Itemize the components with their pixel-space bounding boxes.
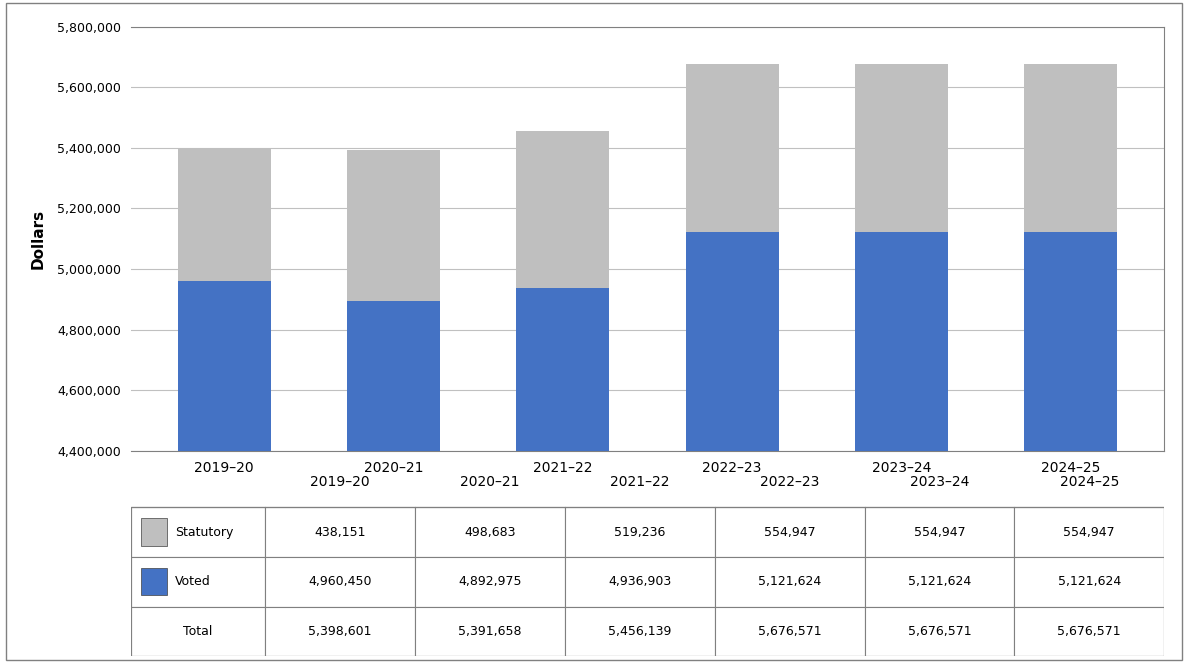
Bar <box>1024 64 1117 232</box>
Bar <box>131 557 265 607</box>
Text: 5,391,658: 5,391,658 <box>459 625 522 638</box>
Text: 2019–20: 2019–20 <box>310 475 369 489</box>
Text: 5,676,571: 5,676,571 <box>1057 625 1121 638</box>
Bar <box>517 288 609 663</box>
Bar <box>265 607 415 656</box>
Text: 519,236: 519,236 <box>614 526 665 538</box>
Bar <box>141 518 166 546</box>
Text: 4,892,975: 4,892,975 <box>459 575 522 588</box>
Bar <box>1024 232 1117 663</box>
Text: Voted: Voted <box>175 575 211 588</box>
Text: Total: Total <box>183 625 213 638</box>
Text: 2020–21: 2020–21 <box>460 475 519 489</box>
Text: 2023–24: 2023–24 <box>910 475 969 489</box>
Bar <box>865 507 1015 557</box>
Bar <box>715 557 865 607</box>
Bar <box>178 281 271 663</box>
Bar <box>347 302 440 663</box>
Bar <box>131 507 265 557</box>
Bar <box>415 607 564 656</box>
Text: 4,960,450: 4,960,450 <box>308 575 372 588</box>
Bar <box>865 607 1015 656</box>
Text: 438,151: 438,151 <box>314 526 366 538</box>
Y-axis label: Dollars: Dollars <box>31 209 46 269</box>
Bar <box>715 607 865 656</box>
Bar <box>1015 507 1164 557</box>
Text: 5,121,624: 5,121,624 <box>908 575 971 588</box>
Text: 5,121,624: 5,121,624 <box>1057 575 1121 588</box>
Bar <box>685 232 778 663</box>
Bar <box>715 507 865 557</box>
Bar <box>517 131 609 288</box>
Text: 4,936,903: 4,936,903 <box>608 575 671 588</box>
Text: 5,398,601: 5,398,601 <box>308 625 372 638</box>
Bar <box>347 151 440 302</box>
Text: 5,121,624: 5,121,624 <box>758 575 821 588</box>
Text: 2021–22: 2021–22 <box>609 475 670 489</box>
Bar <box>685 64 778 232</box>
Text: 498,683: 498,683 <box>465 526 516 538</box>
Text: 5,676,571: 5,676,571 <box>758 625 821 638</box>
Bar <box>1015 607 1164 656</box>
Text: 5,676,571: 5,676,571 <box>908 625 972 638</box>
Bar <box>564 607 715 656</box>
Bar <box>265 507 415 557</box>
Text: 554,947: 554,947 <box>764 526 815 538</box>
Bar <box>415 507 564 557</box>
Text: 554,947: 554,947 <box>914 526 966 538</box>
Text: Statutory: Statutory <box>175 526 234 538</box>
Bar <box>265 557 415 607</box>
Bar <box>178 148 271 281</box>
Text: 5,456,139: 5,456,139 <box>608 625 671 638</box>
Bar <box>564 507 715 557</box>
Text: 2024–25: 2024–25 <box>1060 475 1119 489</box>
Bar <box>131 507 1164 656</box>
Bar <box>415 557 564 607</box>
Bar <box>855 232 948 663</box>
Text: 2022–23: 2022–23 <box>760 475 820 489</box>
Bar <box>865 557 1015 607</box>
Bar <box>1015 557 1164 607</box>
Bar <box>141 568 166 595</box>
Text: 554,947: 554,947 <box>1063 526 1116 538</box>
Bar <box>131 607 265 656</box>
Bar <box>855 64 948 232</box>
Bar <box>564 557 715 607</box>
